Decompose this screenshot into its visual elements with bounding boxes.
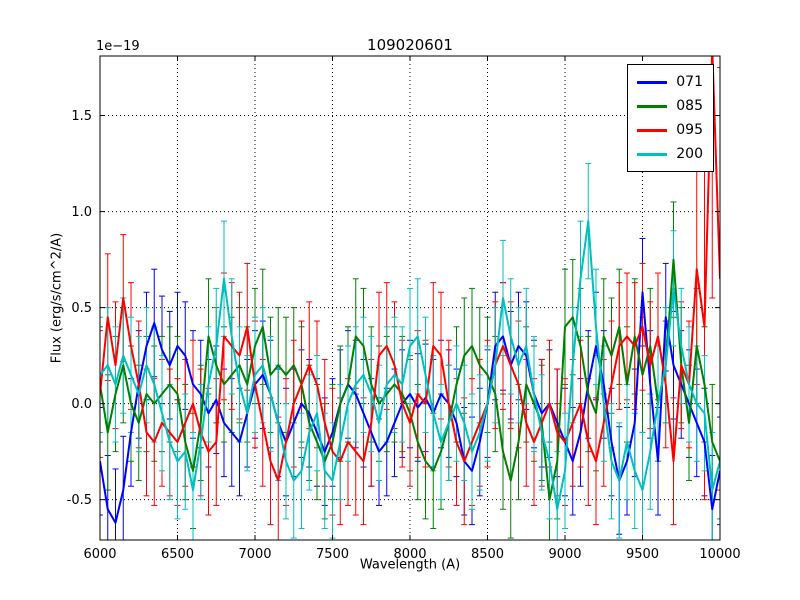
legend: 071 085 095 200 <box>627 64 714 172</box>
svg-text:8500: 8500 <box>471 547 504 562</box>
svg-text:7000: 7000 <box>238 547 271 562</box>
legend-line-swatch <box>637 152 668 156</box>
svg-text:10000: 10000 <box>699 547 740 562</box>
legend-line-swatch <box>637 104 668 108</box>
chart-title: 109020601 <box>367 36 453 54</box>
legend-item-095: 095 <box>637 118 703 142</box>
legend-label: 200 <box>676 146 703 162</box>
svg-text:-0.5: -0.5 <box>67 493 92 508</box>
legend-label: 085 <box>676 98 703 114</box>
x-axis-label: Wavelength (A) <box>359 557 461 573</box>
y-axis-offset-label: 1e−19 <box>96 39 140 54</box>
svg-text:9000: 9000 <box>548 547 581 562</box>
legend-label: 071 <box>676 74 703 90</box>
svg-text:8000: 8000 <box>393 547 426 562</box>
svg-text:0.0: 0.0 <box>71 397 92 412</box>
svg-text:6500: 6500 <box>161 547 194 562</box>
legend-item-085: 085 <box>637 94 703 118</box>
svg-text:0.5: 0.5 <box>71 301 92 316</box>
legend-item-071: 071 <box>637 70 703 94</box>
y-axis-label: Flux (erg/s/cm^2/A) <box>49 232 65 364</box>
svg-text:7500: 7500 <box>316 547 349 562</box>
svg-text:9500: 9500 <box>626 547 659 562</box>
legend-item-200: 200 <box>637 142 703 166</box>
legend-line-swatch <box>637 128 668 132</box>
legend-line-swatch <box>637 80 668 84</box>
svg-text:6000: 6000 <box>83 547 116 562</box>
svg-text:1.0: 1.0 <box>71 205 92 220</box>
svg-text:1.5: 1.5 <box>71 109 92 124</box>
legend-label: 095 <box>676 122 703 138</box>
